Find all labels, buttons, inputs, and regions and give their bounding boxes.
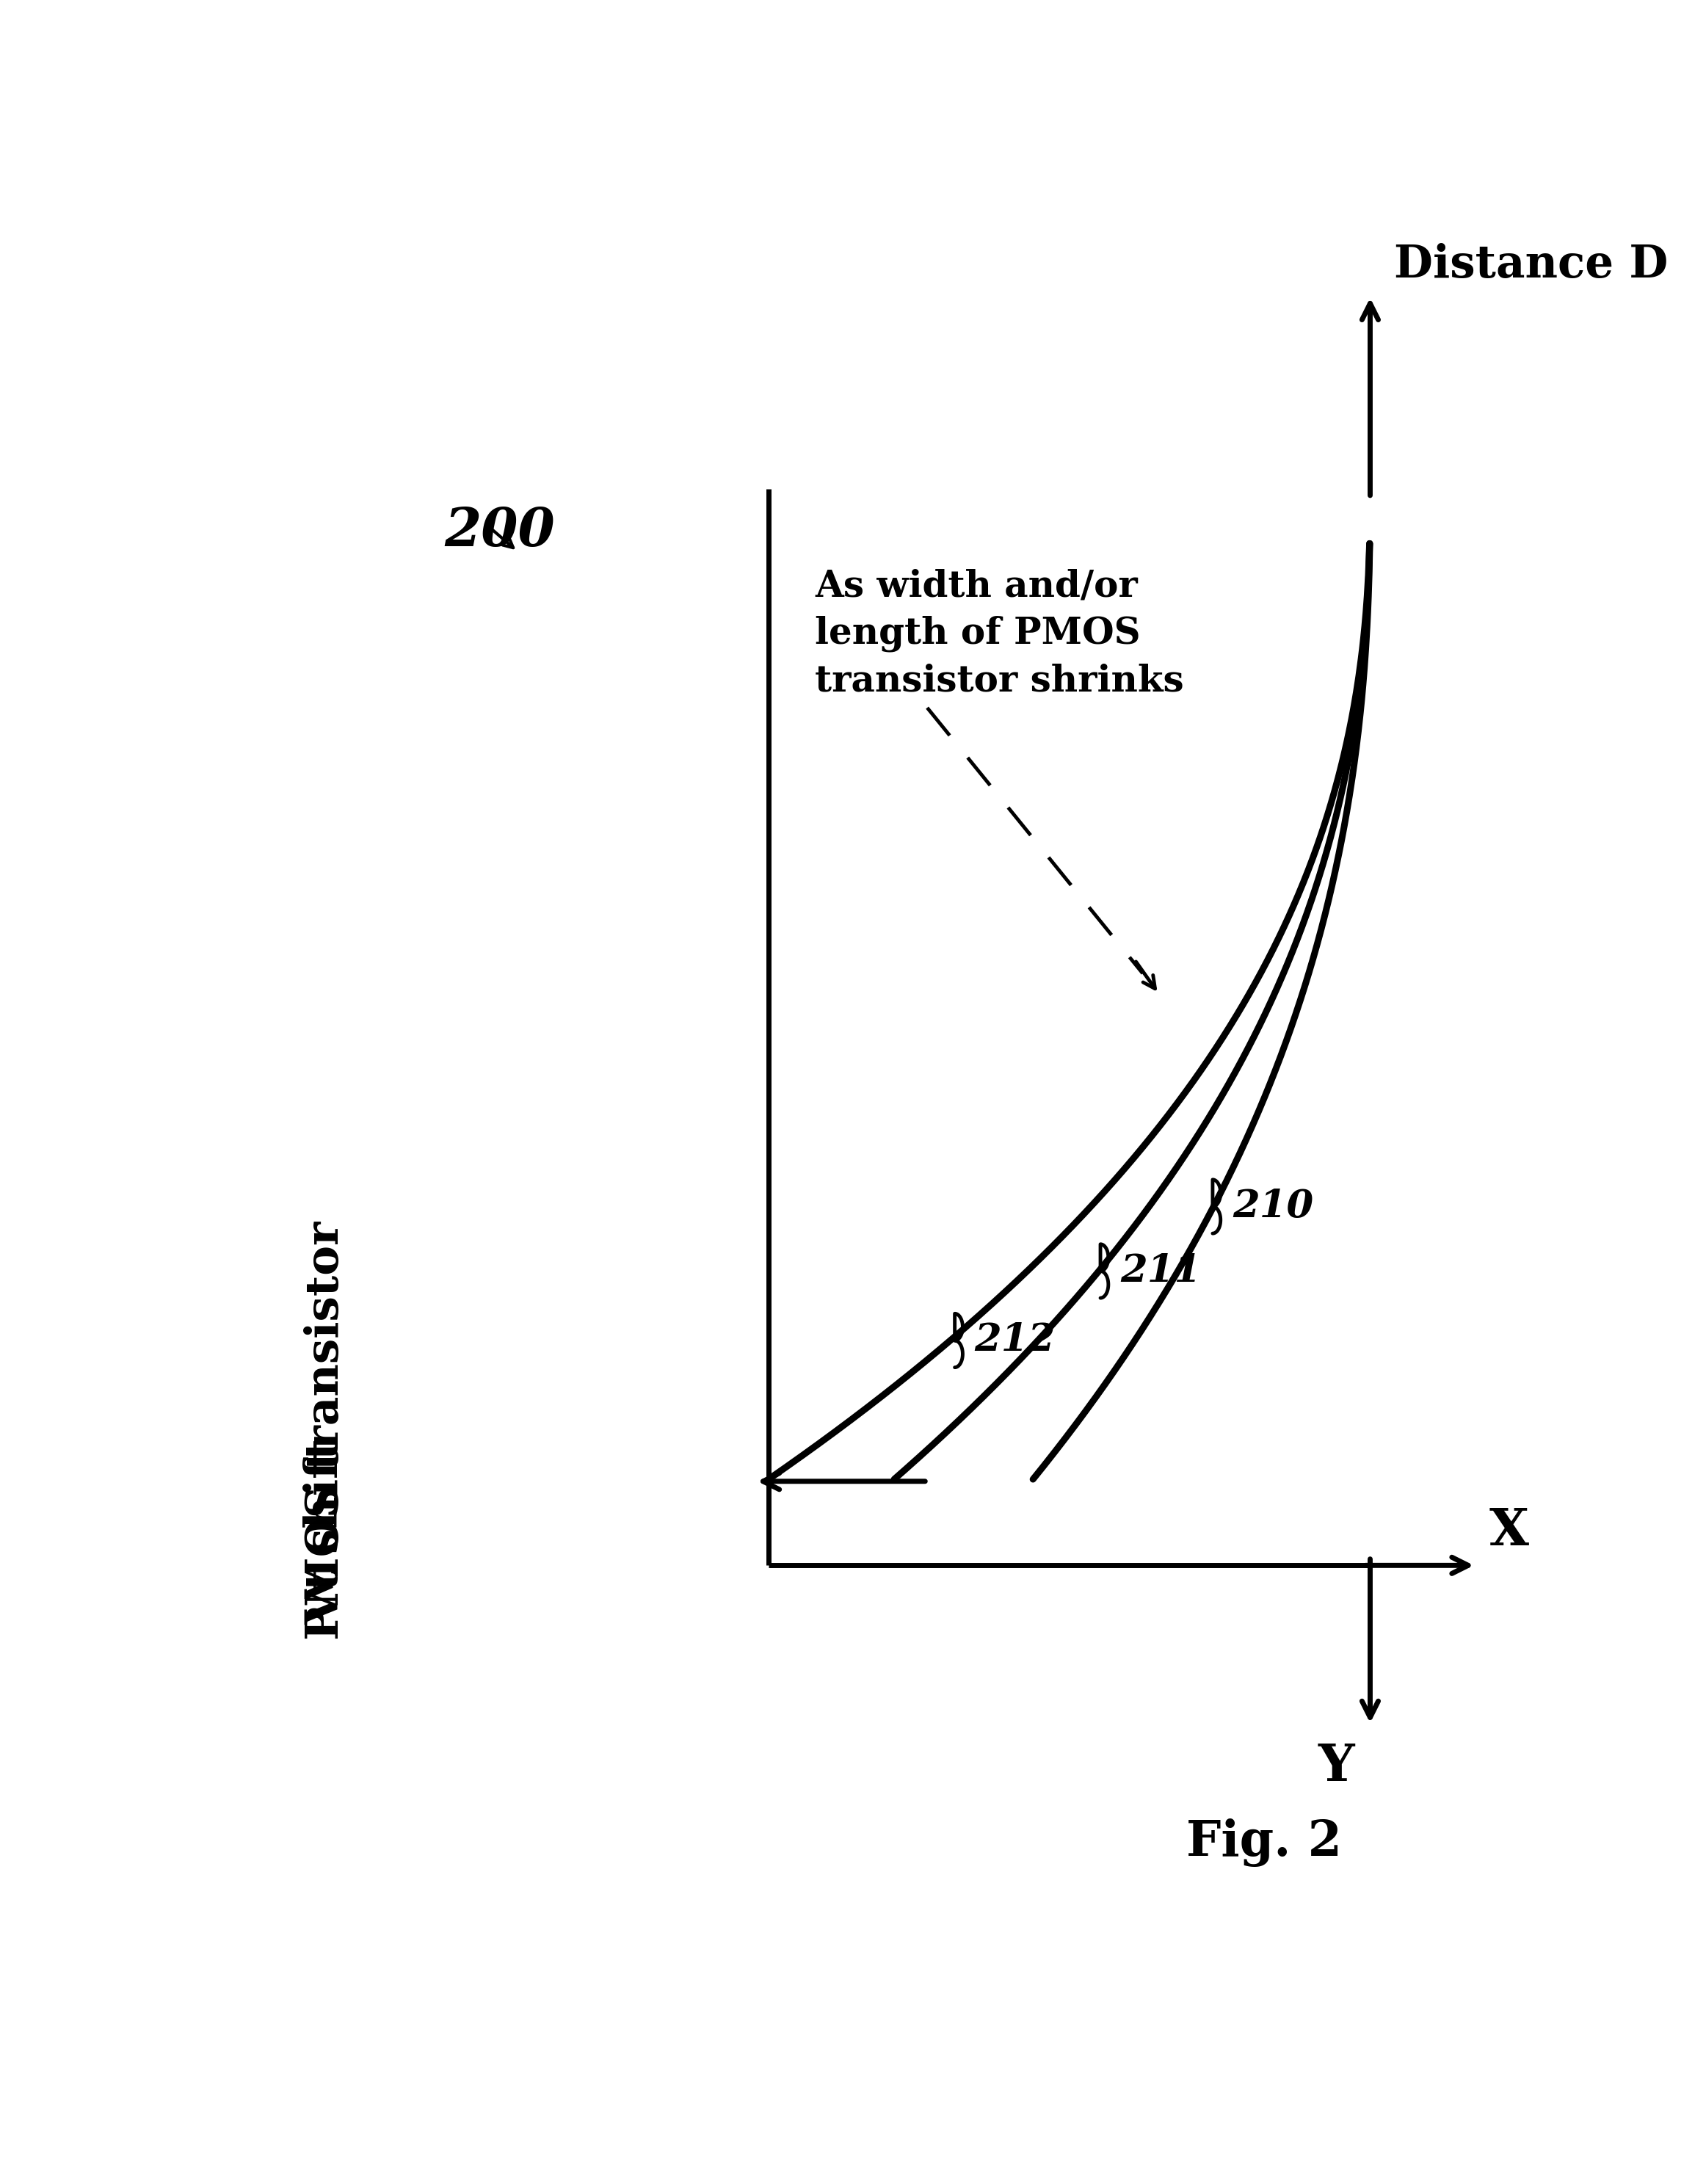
- Text: Distance D: Distance D: [1394, 242, 1668, 288]
- Text: X: X: [1489, 1507, 1529, 1555]
- Text: As width and/or
length of PMOS
transistor shrinks: As width and/or length of PMOS transisto…: [815, 568, 1184, 699]
- Text: 200: 200: [445, 505, 554, 557]
- Text: Fig. 2: Fig. 2: [1187, 1819, 1343, 1867]
- Text: Vt shift: Vt shift: [304, 1439, 348, 1625]
- Text: 211: 211: [1121, 1251, 1201, 1291]
- Text: 210: 210: [1232, 1188, 1314, 1225]
- Text: Y: Y: [1317, 1743, 1355, 1791]
- Text: PMOS transistor: PMOS transistor: [304, 1221, 348, 1640]
- Text: 212: 212: [974, 1321, 1056, 1358]
